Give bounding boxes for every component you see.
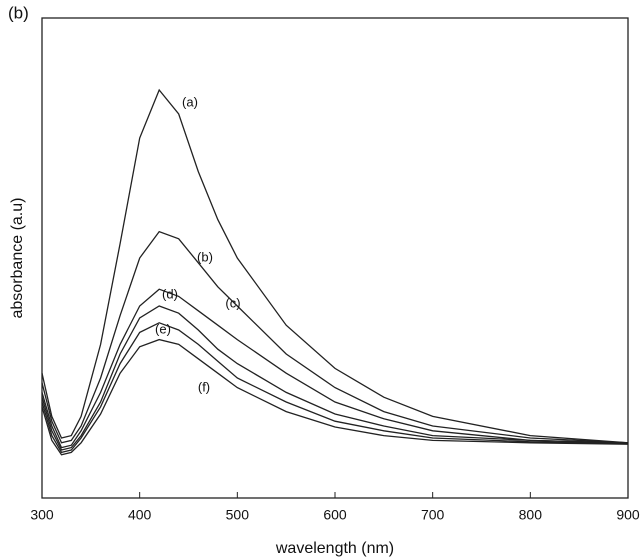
panel-label: (b)	[8, 3, 29, 22]
curve	[41, 322, 629, 454]
x-tick-label: 300	[30, 507, 54, 523]
x-tick-label: 500	[226, 507, 250, 523]
curve	[41, 230, 629, 444]
curve-label: (a)	[182, 94, 198, 109]
x-tick-label: 800	[519, 507, 543, 523]
curve-label: (c)	[225, 295, 240, 310]
x-tick-label: 600	[323, 507, 347, 523]
x-axis-label: wavelength (nm)	[275, 540, 394, 557]
curve	[41, 288, 629, 449]
curve	[41, 338, 629, 456]
x-tick-label: 400	[128, 507, 152, 523]
curve-label: (d)	[162, 286, 178, 301]
curve-label: (e)	[155, 321, 171, 336]
curve	[41, 88, 629, 444]
x-tick-label: 900	[616, 507, 640, 523]
plot-frame	[41, 17, 629, 499]
x-tick-label: 700	[421, 507, 445, 523]
curve	[41, 305, 629, 451]
curve-label: (f)	[198, 379, 210, 394]
curve-label: (b)	[197, 249, 213, 264]
y-axis-label: absorbance (a.u)	[9, 198, 26, 319]
